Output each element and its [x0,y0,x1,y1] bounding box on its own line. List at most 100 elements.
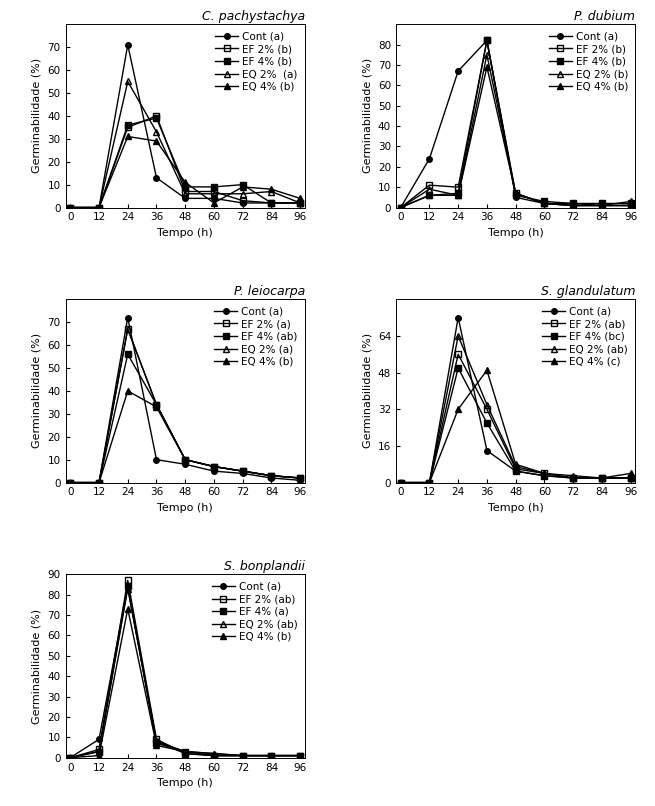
EQ 4% (b) [426,190,434,200]
EQ 2% (a) [181,455,189,464]
Cont (a) [512,193,519,202]
Y-axis label: Germinabilidade (%): Germinabilidade (%) [362,58,373,173]
X-axis label: Tempo (h): Tempo (h) [488,503,544,513]
EF 4% (b) [153,114,160,123]
EF 4% (a) [296,750,304,760]
EQ 2% (ab) [397,478,405,488]
Cont (a) [239,198,247,208]
EQ 2% (ab) [454,331,462,341]
Cont (a) [296,750,304,760]
EF 2% (a) [210,462,218,472]
EF 2% (ab) [627,473,635,483]
Cont (a) [124,582,132,592]
Text: S. glandulatum: S. glandulatum [541,285,635,298]
Line: EQ 4% (c): EQ 4% (c) [398,368,633,485]
EF 4% (b) [426,190,434,200]
EQ 4% (b) [267,185,275,194]
EQ 2% (ab) [627,473,635,483]
EQ 2% (ab) [540,468,548,478]
EQ 4% (b) [239,750,247,760]
Cont (a) [181,193,189,203]
EF 2% (b) [296,198,304,208]
EQ 2% (b) [454,190,462,200]
EQ 2% (a) [66,478,74,488]
EF 2% (a) [239,467,247,476]
EQ 2%  (a) [153,127,160,137]
EF 4% (bc) [540,471,548,480]
EF 4% (b) [210,182,218,192]
EQ 4% (b) [181,455,189,464]
Line: EQ 4% (b): EQ 4% (b) [67,134,303,210]
Cont (a) [426,478,434,488]
Line: EQ 4% (b): EQ 4% (b) [398,64,633,210]
Cont (a) [66,202,74,212]
EF 2% (b) [569,201,577,210]
EQ 2% (ab) [512,462,519,472]
Cont (a) [239,468,247,478]
X-axis label: Tempo (h): Tempo (h) [488,228,544,238]
Line: EQ 4% (b): EQ 4% (b) [67,388,303,485]
EF 2% (ab) [239,750,247,760]
EF 4% (b) [296,198,304,208]
EF 2% (b) [540,198,548,208]
EQ 2% (a) [124,324,132,334]
EF 4% (b) [483,35,491,45]
Line: EF 2% (b): EF 2% (b) [67,113,303,210]
Cont (a) [540,198,548,208]
EQ 4% (c) [397,478,405,488]
EQ 2% (ab) [483,400,491,409]
EF 4% (b) [569,198,577,208]
Text: S. bonplandii: S. bonplandii [224,560,305,573]
Cont (a) [569,473,577,483]
EQ 2% (ab) [598,473,606,483]
EF 2% (ab) [569,473,577,483]
EF 4% (a) [210,750,218,760]
Cont (a) [153,455,160,464]
EF 4% (ab) [124,350,132,359]
EF 4% (b) [397,202,405,212]
EQ 4% (b) [124,604,132,613]
EF 4% (bc) [426,478,434,488]
EF 4% (b) [124,120,132,130]
EF 2% (b) [397,202,405,212]
EQ 4% (b) [95,478,103,488]
Cont (a) [124,40,132,50]
EF 2% (ab) [296,750,304,760]
EQ 2% (ab) [296,750,304,760]
EF 2% (a) [66,478,74,488]
Line: Cont (a): Cont (a) [67,315,303,485]
EQ 2% (b) [540,198,548,208]
EQ 4% (b) [153,136,160,146]
EF 4% (b) [181,182,189,192]
Line: Cont (a): Cont (a) [398,38,633,210]
EQ 2%  (a) [210,189,218,198]
EF 2% (a) [296,473,304,483]
EF 4% (bc) [627,473,635,483]
EF 4% (b) [95,202,103,212]
EQ 4% (c) [426,478,434,488]
EF 4% (ab) [95,478,103,488]
EQ 2%  (a) [66,202,74,212]
Cont (a) [483,35,491,45]
Cont (a) [397,478,405,488]
Line: EF 4% (bc): EF 4% (bc) [398,365,633,485]
EQ 2% (ab) [426,478,434,488]
EQ 2% (ab) [66,753,74,762]
Cont (a) [267,750,275,760]
EQ 2% (a) [95,478,103,488]
EQ 4% (b) [95,202,103,212]
EF 2% (a) [95,478,103,488]
EQ 4% (b) [540,198,548,208]
Cont (a) [397,202,405,212]
EQ 4% (c) [540,468,548,478]
EF 4% (b) [66,202,74,212]
Cont (a) [210,467,218,476]
EQ 4% (b) [483,62,491,72]
Y-axis label: Germinabilidade (%): Germinabilidade (%) [362,334,372,448]
Line: EQ 4% (b): EQ 4% (b) [67,606,303,760]
EQ 4% (c) [483,365,491,375]
Text: P. leiocarpa: P. leiocarpa [234,285,305,298]
Line: EF 4% (b): EF 4% (b) [67,115,303,210]
Cont (a) [296,198,304,208]
EF 4% (a) [95,746,103,756]
